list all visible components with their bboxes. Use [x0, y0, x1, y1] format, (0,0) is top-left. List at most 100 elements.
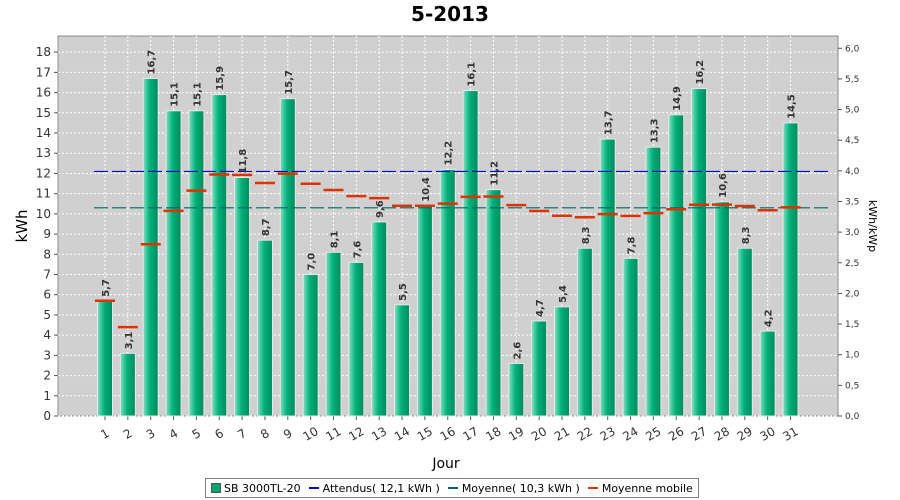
x-tick-label: 16 [438, 424, 458, 444]
bar-value-label: 5,4 [558, 285, 569, 303]
bar [622, 257, 639, 417]
x-tick-label: 17 [460, 424, 480, 444]
bar-value-label: 5,7 [101, 279, 112, 297]
bar-value-label: 9,6 [375, 200, 386, 218]
x-tick-label: 5 [190, 426, 204, 442]
bar [531, 320, 548, 417]
bar [713, 201, 730, 417]
x-tick-label: 18 [483, 424, 503, 444]
legend-label-bars: SB 3000TL-20 [224, 481, 301, 495]
bar-value-label: 15,7 [284, 70, 295, 95]
bar [142, 77, 159, 417]
x-tick-label: 13 [369, 424, 389, 444]
y-tick-label: 12 [36, 166, 51, 180]
bar-value-label: 8,7 [261, 218, 272, 236]
y-tick-label: 1 [43, 389, 51, 403]
bar [188, 110, 205, 417]
x-tick-label: 8 [258, 426, 272, 442]
y2-tick-label: 5,0 [845, 106, 860, 116]
bar [439, 168, 456, 417]
x-axis: 1 2 3 4 5 6 7 8 9 10 11 12 13 14 15 16 17 18 19 20 21 22 23 24 2… [98, 416, 801, 444]
bar [211, 94, 228, 417]
bar-value-label: 13,7 [604, 110, 615, 135]
bar [576, 247, 593, 417]
bar-value-label: 11,2 [489, 161, 500, 186]
x-tick-label: 25 [643, 424, 663, 444]
y2-tick-label: 2,5 [845, 259, 859, 269]
y-tick-label: 4 [43, 328, 51, 342]
bar-value-label: 4,7 [535, 299, 546, 317]
bar [645, 146, 662, 417]
legend-swatch-average [447, 487, 458, 489]
y2-tick-label: 1,5 [845, 320, 859, 330]
y2-tick-label: 5,5 [845, 75, 859, 85]
x-tick-label: 24 [620, 424, 640, 444]
bar [485, 189, 502, 417]
y-tick-label: 11 [36, 187, 51, 201]
x-tick-label: 29 [735, 424, 755, 444]
legend-item-bars: SB 3000TL-20 [211, 482, 301, 495]
bar-value-label: 8,3 [741, 226, 752, 244]
y-tick-label: 3 [43, 348, 51, 362]
bar [234, 176, 251, 417]
y-tick-label: 5 [43, 308, 51, 322]
y2-axis-label: kWh/kWp [866, 200, 879, 252]
y2-tick-label: 2,0 [845, 289, 860, 299]
y-tick-label: 15 [36, 106, 51, 120]
x-tick-label: 14 [392, 424, 412, 444]
legend-item-expected: Attendus( 12,1 kWh ) [308, 482, 440, 495]
y2-axis: 0,0 0,5 1,0 1,5 2,0 2,5 3,0 3,5 4,0 4,5 5,0 5,5 6,0 [838, 44, 860, 422]
bar-value-label: 3,1 [124, 332, 135, 350]
y-tick-label: 14 [36, 126, 51, 140]
moving-average [95, 172, 801, 329]
x-tick-label: 28 [712, 424, 732, 444]
x-tick-label: 19 [506, 424, 526, 444]
x-tick-label: 15 [415, 424, 435, 444]
bar-value-label: 15,1 [192, 82, 203, 107]
bar-value-label: 16,2 [695, 60, 706, 85]
y-tick-label: 16 [36, 86, 51, 100]
bar-value-label: 10,4 [421, 177, 432, 202]
bar [462, 90, 479, 417]
legend-swatch-bars [211, 483, 221, 493]
y-tick-label: 10 [36, 207, 51, 221]
bar-value-label: 14,5 [787, 94, 798, 119]
legend-item-average: Moyenne( 10,3 kWh ) [447, 481, 580, 495]
reference-lines [94, 170, 828, 209]
bar [759, 330, 776, 417]
bar [554, 306, 570, 417]
bar [371, 221, 388, 417]
x-tick-label: 7 [235, 426, 249, 442]
x-tick-label: 6 [212, 426, 226, 442]
x-tick-label: 10 [301, 424, 321, 444]
y2-tick-label: 3,5 [845, 197, 859, 207]
x-tick-label: 20 [529, 424, 549, 444]
legend-label-average: Moyenne( 10,3 kWh ) [461, 481, 580, 495]
bar-value-label: 2,6 [512, 342, 523, 360]
y-tick-label: 7 [43, 268, 51, 282]
x-tick-label: 22 [575, 424, 595, 444]
y-tick-label: 6 [43, 288, 51, 302]
bar [394, 304, 411, 417]
bar [325, 251, 342, 417]
bar-value-label: 7,0 [307, 253, 318, 271]
bar-value-label: 15,9 [215, 66, 226, 91]
y-tick-label: 0 [43, 409, 51, 423]
y-tick-label: 18 [36, 45, 51, 59]
bar-value-label: 14,9 [672, 86, 683, 111]
y2-tick-label: 0,0 [845, 412, 860, 422]
bars [97, 77, 799, 417]
bar-value-label: 10,6 [718, 173, 729, 198]
bar-value-label: 4,2 [764, 309, 775, 327]
bar-value-label: 7,6 [352, 241, 363, 259]
legend: SB 3000TL-20 Attendus( 12,1 kWh ) Moyenn… [205, 478, 699, 498]
bar-value-label: 12,2 [444, 141, 455, 166]
bar [302, 274, 319, 417]
legend-label-moving-average: Moyenne mobile [601, 481, 693, 495]
bar [279, 98, 296, 417]
y2-tick-label: 0,5 [845, 381, 859, 391]
bar [782, 122, 799, 417]
x-axis-label: Jour [431, 456, 460, 472]
bar-value-label: 13,3 [649, 118, 660, 143]
bar-value-label: 7,8 [627, 237, 638, 255]
